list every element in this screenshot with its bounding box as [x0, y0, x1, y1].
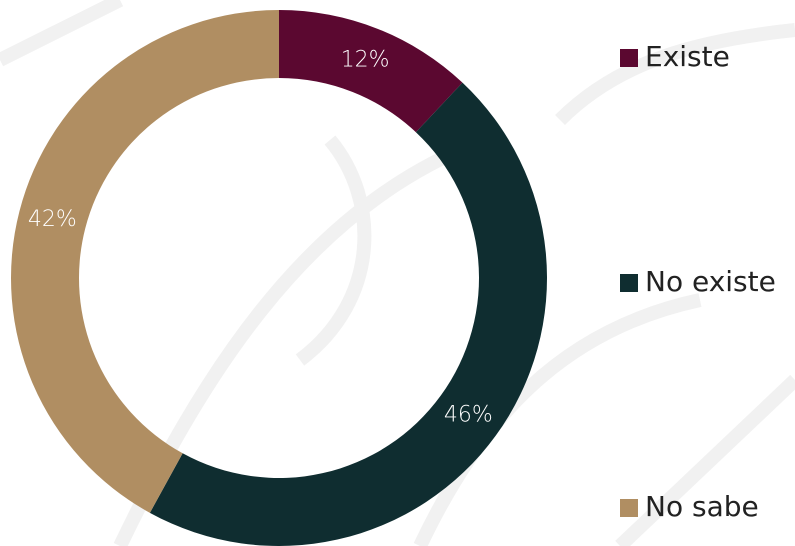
legend-swatch: [620, 274, 638, 292]
legend-swatch: [620, 49, 638, 67]
legend-label: No sabe: [645, 490, 759, 523]
value-label: 42%: [28, 207, 77, 232]
value-label: 12%: [341, 47, 390, 72]
legend-label: No existe: [645, 265, 776, 298]
slice: [10, 10, 280, 513]
slice: [149, 82, 547, 546]
value-label: 46%: [444, 403, 493, 428]
legend-label: Existe: [645, 40, 730, 73]
legend-swatch: [620, 499, 638, 517]
slice: [279, 10, 463, 133]
